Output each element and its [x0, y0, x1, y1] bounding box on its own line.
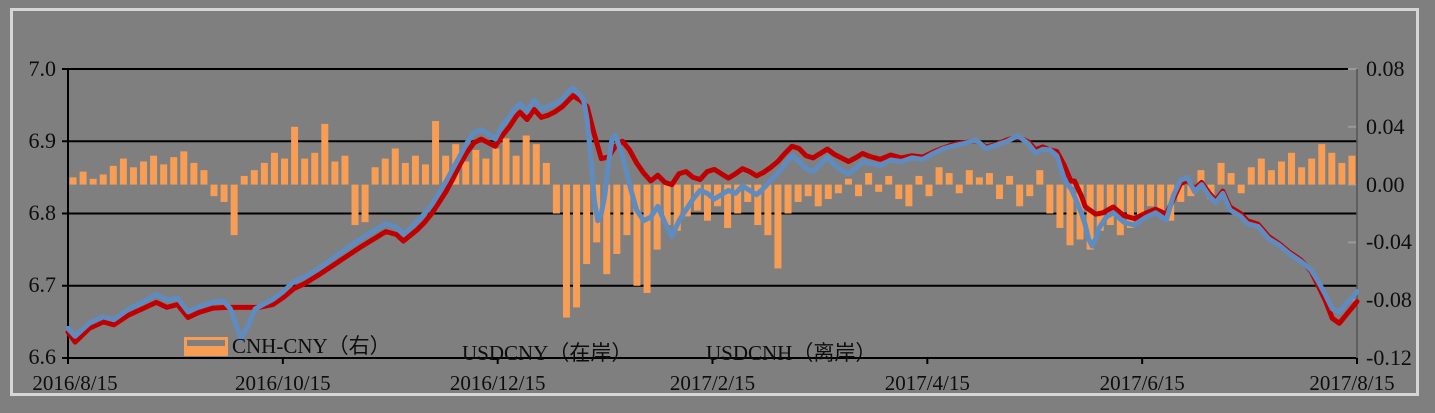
left-axis-tick: 6.8 — [28, 200, 57, 225]
x-axis-tick: 2017/2/15 — [669, 371, 756, 395]
right-axis-tick: -0.04 — [1366, 229, 1412, 255]
left-axis-tick: 6.7 — [28, 272, 57, 297]
bar-series-swatch-icon — [184, 337, 228, 356]
right-axis-tick: 0.04 — [1366, 113, 1405, 139]
x-axis-tick: 2017/6/15 — [1099, 371, 1185, 395]
x-axis-tick: 2016/8/15 — [32, 371, 118, 395]
left-axis-tick: 7.0 — [28, 56, 57, 81]
right-axis-tick: 0.00 — [1366, 171, 1405, 197]
left-axis-tick: 6.9 — [28, 128, 57, 153]
left-axis-tick: 6.6 — [28, 344, 57, 369]
right-axis-tick: 0.08 — [1366, 56, 1405, 81]
legend-item-usdcny: USDCNY（在岸） — [462, 343, 632, 364]
legend-label-usdcnh: USDCNH（离岸） — [706, 341, 877, 365]
x-axis-tick: 2017/4/15 — [884, 371, 970, 395]
x-axis-tick: 2017/8/15 — [1309, 371, 1395, 395]
legend-label-spread: CNH-CNY（右） — [232, 334, 391, 358]
legend-item-spread: CNH-CNY（右） — [184, 336, 391, 357]
right-axis-tick: -0.12 — [1366, 345, 1412, 370]
x-axis-tick: 2016/12/15 — [449, 371, 546, 395]
right-axis-tick: -0.08 — [1366, 287, 1412, 313]
legend-item-usdcnh: USDCNH（离岸） — [706, 343, 876, 364]
x-axis-tick: 2016/10/15 — [234, 371, 331, 395]
legend-label-usdcny: USDCNY（在岸） — [462, 341, 633, 365]
